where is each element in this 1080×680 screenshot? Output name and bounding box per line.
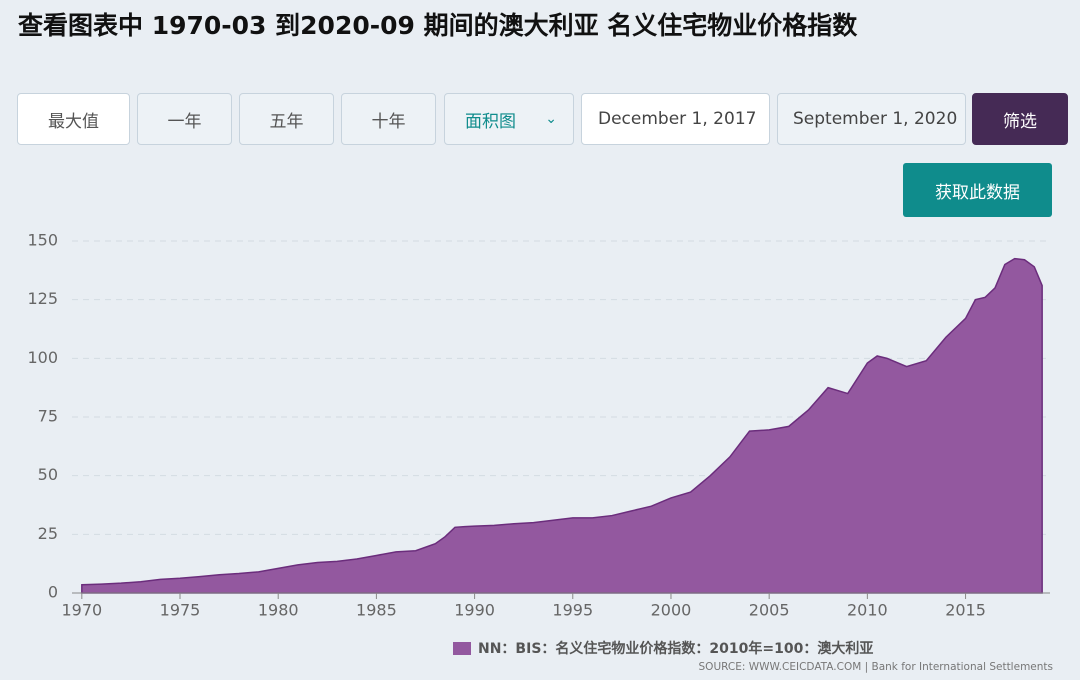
y-tick-label: 50 [38,465,58,484]
legend-label: NN：BIS：名义住宅物业价格指数：2010年=100：澳大利亚 [478,640,873,657]
range-button[interactable]: 最大值 [17,93,130,145]
chevron: ⌄ [545,111,557,127]
y-tick-label: 125 [27,289,58,308]
source: SOURCE: WWW.CEICDATA.COM | Bank for Inte… [699,661,1053,673]
x-tick-label: 2005 [749,601,790,620]
x-tick-label: 2000 [651,601,692,620]
range-button[interactable]: 一年 [137,93,232,145]
filter-button[interactable]: 筛选 [972,93,1068,145]
y-tick-label: 0 [48,583,58,602]
chart-type-select[interactable]: 面积图 ⌄ [444,93,574,145]
start-date[interactable]: December 1, 2017 [581,93,770,145]
x-tick-label: 1985 [356,601,397,620]
range-button[interactable]: 五年 [239,93,334,145]
x-tick-label: 2015 [945,601,986,620]
end-date[interactable]: September 1, 2020 [777,93,966,145]
x-tick-label: 1970 [61,601,102,620]
get-data-button[interactable]: 获取此数据 [903,163,1052,217]
x-tick-label: 2010 [847,601,888,620]
y-tick-label: 75 [38,407,58,426]
x-tick-label: 1990 [454,601,495,620]
range-button[interactable]: 十年 [341,93,436,145]
y-tick-label: 25 [38,524,58,543]
y-tick-label: 100 [27,348,58,367]
y-tick-label: 150 [27,231,58,250]
select-value: 面积图 [465,111,516,132]
area [81,257,1043,594]
x-tick-label: 1995 [552,601,593,620]
page-title: 查看图表中 1970-03 到2020-09 期间的澳大利亚 名义住宅物业价格指… [18,11,858,40]
legend-swatch [453,642,471,655]
x-tick-label: 1975 [160,601,201,620]
x-tick-label: 1980 [258,601,299,620]
